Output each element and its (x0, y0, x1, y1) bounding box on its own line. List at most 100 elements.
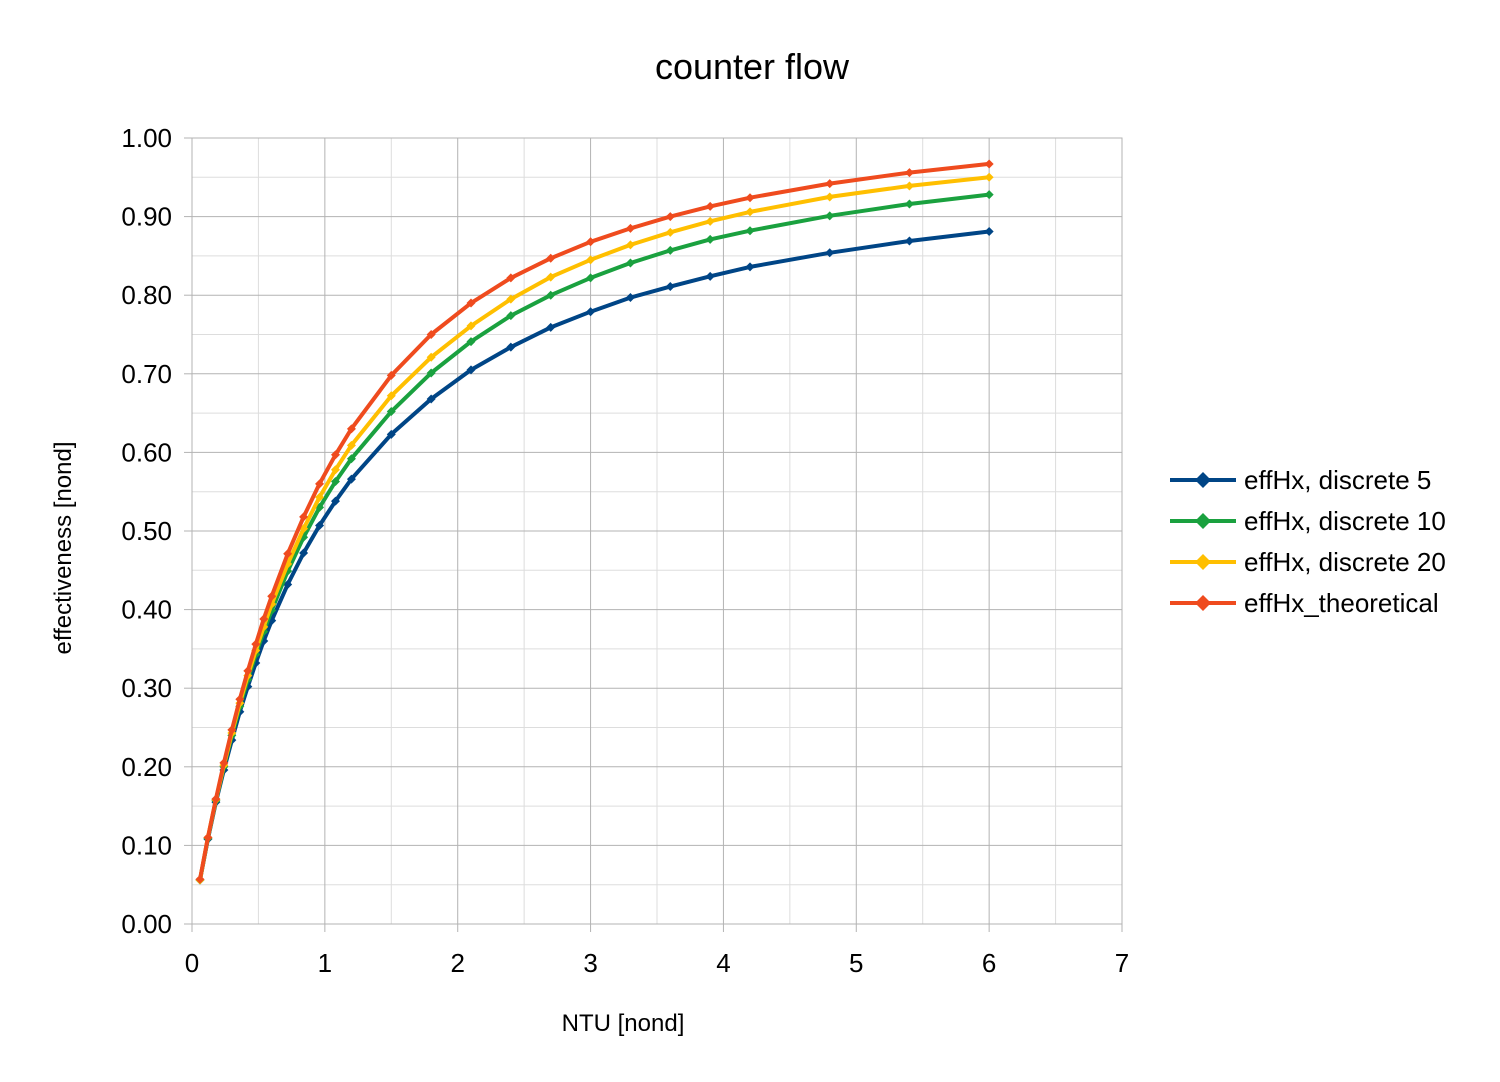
data-point (586, 273, 596, 283)
y-tick-label: 0.10 (121, 830, 172, 860)
data-point (330, 496, 340, 506)
data-point (251, 639, 261, 649)
data-point (546, 290, 556, 300)
data-point (346, 454, 356, 464)
data-point (546, 272, 556, 282)
data-point (705, 234, 715, 244)
x-tick-label: 4 (716, 948, 730, 978)
data-point (984, 172, 994, 182)
data-point (984, 159, 994, 169)
data-point (299, 548, 309, 558)
legend-marker (1195, 554, 1211, 570)
data-point (283, 549, 293, 559)
legend-marker (1195, 513, 1211, 529)
x-tick-label: 2 (450, 948, 464, 978)
data-point (299, 512, 309, 522)
data-point (386, 370, 396, 380)
data-point (330, 476, 340, 486)
data-point (665, 245, 675, 255)
data-point (825, 179, 835, 189)
data-point (466, 365, 476, 375)
data-point (904, 181, 914, 191)
data-point (506, 294, 516, 304)
data-point (586, 237, 596, 247)
data-point (330, 450, 340, 460)
y-tick-label: 0.20 (121, 752, 172, 782)
data-point (825, 192, 835, 202)
y-tick-label: 0.80 (121, 280, 172, 310)
data-point (984, 190, 994, 200)
data-point (904, 236, 914, 246)
data-point (426, 394, 436, 404)
y-tick-label: 0.00 (121, 909, 172, 939)
y-tick-label: 0.30 (121, 673, 172, 703)
data-point (825, 248, 835, 258)
legend-item: effHx, discrete 10 (1170, 506, 1446, 536)
data-point (546, 322, 556, 332)
data-point (546, 253, 556, 263)
x-tick-label: 1 (318, 948, 332, 978)
data-point (315, 520, 325, 530)
data-point (745, 207, 755, 217)
data-point (466, 337, 476, 347)
y-tick-label: 0.70 (121, 359, 172, 389)
data-point (705, 216, 715, 226)
data-point (267, 591, 277, 601)
legend-item: effHx, discrete 5 (1170, 465, 1431, 495)
data-point (904, 168, 914, 178)
y-tick-label: 0.40 (121, 595, 172, 625)
chart-title: counter flow (655, 46, 850, 87)
data-point (243, 666, 253, 676)
data-point (195, 874, 205, 884)
legend-marker (1195, 472, 1211, 488)
data-point (235, 694, 245, 704)
data-point (346, 424, 356, 434)
axis-ticks: 0 1 2 3 4 5 6 7 0.00 0.10 0.20 0.30 0.40 0.50 0.60 0.70… (121, 123, 1129, 978)
data-point (386, 407, 396, 417)
data-point (426, 352, 436, 362)
data-point (745, 226, 755, 236)
data-point (586, 255, 596, 265)
x-tick-label: 5 (849, 948, 863, 978)
data-point (203, 833, 213, 843)
legend: effHx, discrete 5 effHx, discrete 10 effHx… (1170, 465, 1446, 618)
data-point (315, 492, 325, 502)
data-point (506, 342, 516, 352)
data-point (346, 440, 356, 450)
data-point (586, 307, 596, 317)
data-point (227, 725, 237, 735)
data-point (625, 258, 635, 268)
data-point (984, 227, 994, 237)
y-tick-label: 0.60 (121, 437, 172, 467)
legend-label: effHx, discrete 5 (1244, 465, 1431, 495)
data-point (386, 429, 396, 439)
data-point (625, 223, 635, 233)
series-lines (195, 159, 994, 885)
legend-label: effHx, discrete 10 (1244, 506, 1446, 536)
data-point (705, 201, 715, 211)
data-point (506, 311, 516, 321)
series-line (198, 161, 992, 882)
data-point (466, 298, 476, 308)
x-axis-title: NTU [nond] (562, 1010, 685, 1037)
legend-label: effHx, discrete 20 (1244, 547, 1446, 577)
data-point (705, 271, 715, 281)
x-tick-label: 7 (1115, 948, 1129, 978)
data-point (283, 579, 293, 589)
data-point (426, 330, 436, 339)
data-point (745, 193, 755, 203)
x-tick-label: 6 (982, 948, 996, 978)
data-point (466, 321, 476, 331)
data-point (745, 262, 755, 272)
data-point (665, 212, 675, 222)
data-point (426, 368, 436, 378)
x-tick-label: 0 (185, 948, 199, 978)
data-point (625, 293, 635, 303)
data-point (259, 614, 269, 624)
data-point (219, 758, 229, 768)
legend-item: effHx_theoretical (1170, 588, 1439, 618)
y-tick-label: 1.00 (121, 123, 172, 153)
data-point (211, 794, 221, 804)
data-point (506, 273, 516, 283)
